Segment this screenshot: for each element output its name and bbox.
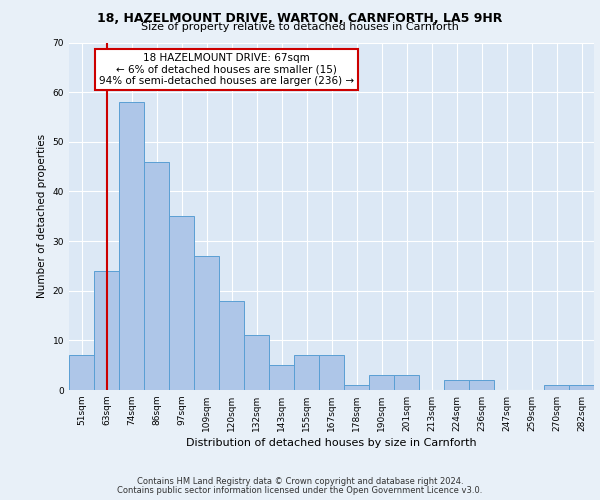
Bar (94, 271, 119, 390)
Bar (244, 336, 269, 390)
Bar (194, 256, 219, 390)
Bar (344, 385, 369, 390)
Bar (219, 300, 244, 390)
Text: Contains public sector information licensed under the Open Government Licence v3: Contains public sector information licen… (118, 486, 482, 495)
Bar (569, 385, 594, 390)
Text: 18 HAZELMOUNT DRIVE: 67sqm
← 6% of detached houses are smaller (15)
94% of semi-: 18 HAZELMOUNT DRIVE: 67sqm ← 6% of detac… (99, 53, 354, 86)
Y-axis label: Number of detached properties: Number of detached properties (37, 134, 47, 298)
Text: 18, HAZELMOUNT DRIVE, WARTON, CARNFORTH, LA5 9HR: 18, HAZELMOUNT DRIVE, WARTON, CARNFORTH,… (97, 12, 503, 26)
Bar (169, 216, 194, 390)
Bar (294, 355, 319, 390)
Bar (369, 375, 394, 390)
X-axis label: Distribution of detached houses by size in Carnforth: Distribution of detached houses by size … (186, 438, 477, 448)
Text: Size of property relative to detached houses in Carnforth: Size of property relative to detached ho… (141, 22, 459, 32)
Bar (269, 365, 294, 390)
Bar (69, 355, 94, 390)
Text: Contains HM Land Registry data © Crown copyright and database right 2024.: Contains HM Land Registry data © Crown c… (137, 477, 463, 486)
Bar (544, 385, 569, 390)
Bar (444, 380, 469, 390)
Bar (469, 380, 494, 390)
Bar (144, 162, 169, 390)
Bar (119, 102, 144, 390)
Bar (319, 355, 344, 390)
Bar (394, 375, 419, 390)
